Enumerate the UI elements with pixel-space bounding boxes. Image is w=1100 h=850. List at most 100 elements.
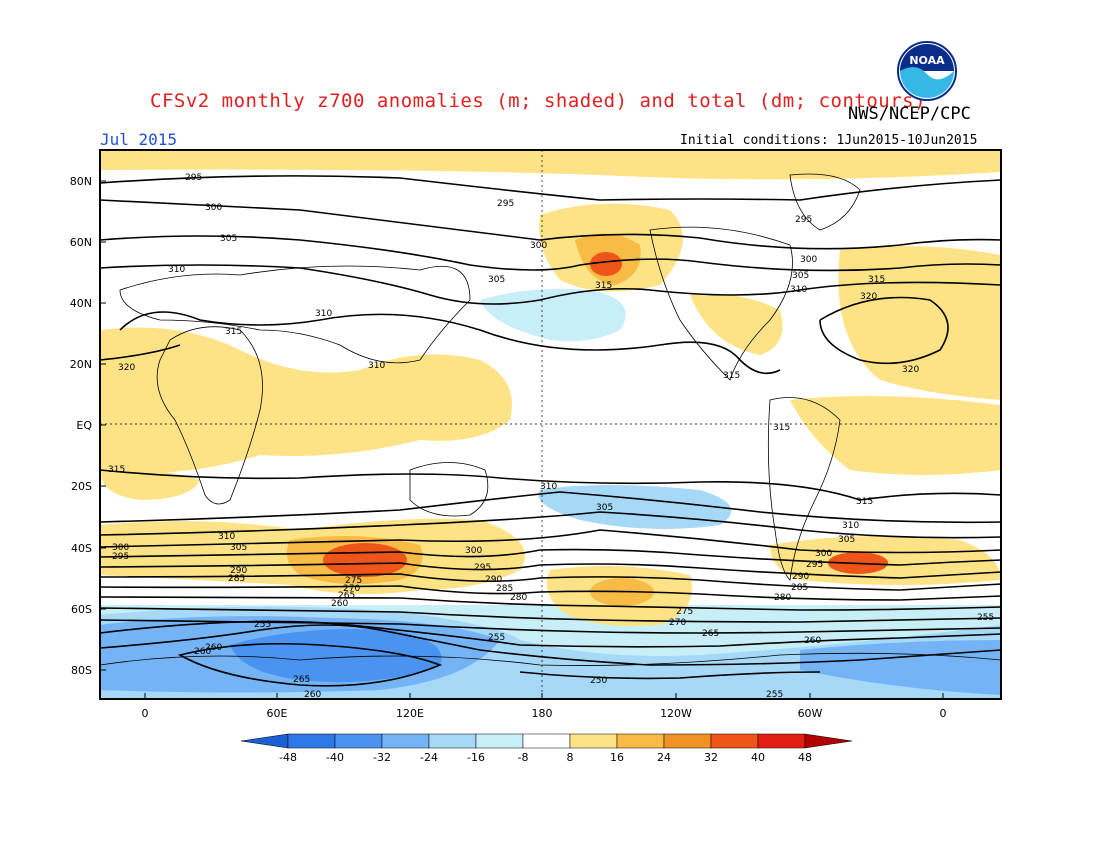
lat-label-60s: 60S (71, 603, 92, 616)
colorbar-swatch (616, 733, 665, 749)
lat-label-40s: 40S (71, 542, 92, 555)
colorbar-arrow-right (804, 733, 853, 749)
lon-label-120w: 120W (660, 707, 692, 720)
contour-label: 315 (108, 465, 125, 475)
contour-label: 285 (791, 583, 808, 593)
contour-260-antarctic (177, 642, 443, 687)
contour-label: 305 (792, 271, 809, 281)
colorbar-swatch (475, 733, 524, 749)
greenland-coast (789, 173, 861, 231)
latitude-ticks (100, 180, 106, 671)
initial-conditions-label: Initial conditions: 1Jun2015-10Jun2015 (680, 133, 978, 148)
contour-label: 260 (804, 636, 821, 646)
colorbar-swatch (663, 733, 712, 749)
contour-label: 250 (590, 676, 607, 686)
contour-255-south (100, 624, 1001, 666)
colorbar-label: 24 (657, 751, 671, 764)
contour-label: 305 (220, 234, 237, 244)
lon-label-180: 180 (532, 707, 553, 720)
colorbar-label: -40 (326, 751, 344, 764)
lon-label-120e: 120E (396, 707, 424, 720)
contour-label: 305 (596, 503, 613, 513)
colorbar-swatch (428, 733, 477, 749)
contour-label: 310 (218, 532, 235, 542)
contour-label: 255 (488, 633, 505, 643)
contour-label: 260 (331, 599, 348, 609)
contour-250-antarctic (519, 671, 821, 680)
contour-300-south (100, 529, 1001, 554)
anomaly-negative-core-antarctic (230, 629, 442, 683)
contour-295-north (100, 175, 1001, 201)
contour-320-north (100, 296, 949, 365)
colorbar-label: 16 (610, 751, 624, 764)
lon-label-60w: 60W (798, 707, 823, 720)
colorbar-label: 32 (704, 751, 718, 764)
gridlines (100, 150, 1001, 699)
lat-label-60n: 60N (70, 236, 92, 249)
contour-label: 305 (488, 275, 505, 285)
chart-title: CFSv2 monthly z700 anomalies (m; shaded)… (150, 90, 927, 112)
contour-label: 315 (773, 423, 790, 433)
map-plot-area: 295 295 295 300 300 300 305 305 305 310 … (100, 150, 1001, 700)
contour-label: 295 (474, 563, 491, 573)
noaa-logo-icon: NOAA (897, 41, 957, 101)
contour-label: 295 (795, 215, 812, 225)
colorbar-label: 40 (751, 751, 765, 764)
contour-label: 255 (766, 690, 783, 700)
contour-285-south (100, 573, 1001, 591)
colorbar-swatch (710, 733, 759, 749)
colorbar-label: 8 (567, 751, 574, 764)
colorbar-swatch (287, 733, 336, 749)
contours (100, 175, 1001, 687)
contour-label: 265 (338, 591, 355, 601)
anomaly-positive-northam (690, 294, 783, 355)
colorbar-arrow-left (240, 733, 289, 749)
colorbar-swatch (757, 733, 806, 749)
contour-305-north (100, 235, 1001, 272)
contour-label: 275 (345, 576, 362, 586)
contour-315-north (119, 311, 781, 375)
contour-label: 265 (702, 629, 719, 639)
contour-295-south (100, 548, 1001, 566)
contour-label: 300 (465, 546, 482, 556)
contour-label: 300 (112, 543, 129, 553)
contour-label: 285 (496, 584, 513, 594)
colorbar-label: -16 (467, 751, 485, 764)
contour-label: 305 (230, 543, 247, 553)
colorbar-swatch (522, 733, 571, 749)
contour-label: 310 (790, 285, 807, 295)
lon-label-60e: 60E (267, 707, 288, 720)
contour-label: 315 (856, 497, 873, 507)
anomaly-negative-npac (480, 288, 626, 342)
contour-label: 255 (977, 613, 994, 623)
contour-label: 285 (228, 574, 245, 584)
lat-label-eq: EQ (76, 419, 92, 432)
contour-label: 270 (343, 584, 360, 594)
contour-label: 310 (368, 361, 385, 371)
contour-label: 300 (205, 203, 222, 213)
latitude-axis: 80N 60N 40N 20N EQ 20S 40S 60S 80S (70, 175, 93, 677)
month-label: Jul 2015 (100, 130, 178, 149)
coastlines (100, 173, 1001, 666)
contour-label: 260 (304, 690, 321, 700)
contour-310-south (100, 491, 1001, 524)
svg-text:NOAA: NOAA (909, 54, 945, 67)
contour-label: 260 (205, 643, 222, 653)
contour-label: 275 (676, 607, 693, 617)
contour-305-south (100, 511, 1001, 539)
africa-coast (156, 326, 263, 505)
contour-label: 300 (800, 255, 817, 265)
colorbar-label: -24 (420, 751, 438, 764)
namerica-coast (649, 226, 793, 381)
contour-label: 295 (497, 199, 514, 209)
contour-280-south (100, 585, 1001, 601)
contour-label: 280 (510, 593, 527, 603)
contour-label: 270 (669, 618, 686, 628)
colorbar-label: -48 (279, 751, 297, 764)
contour-label: 265 (293, 675, 310, 685)
contour-label: 295 (112, 552, 129, 562)
lat-label-20s: 20S (71, 480, 92, 493)
colorbar-swatch (381, 733, 430, 749)
contour-label: 310 (842, 521, 859, 531)
